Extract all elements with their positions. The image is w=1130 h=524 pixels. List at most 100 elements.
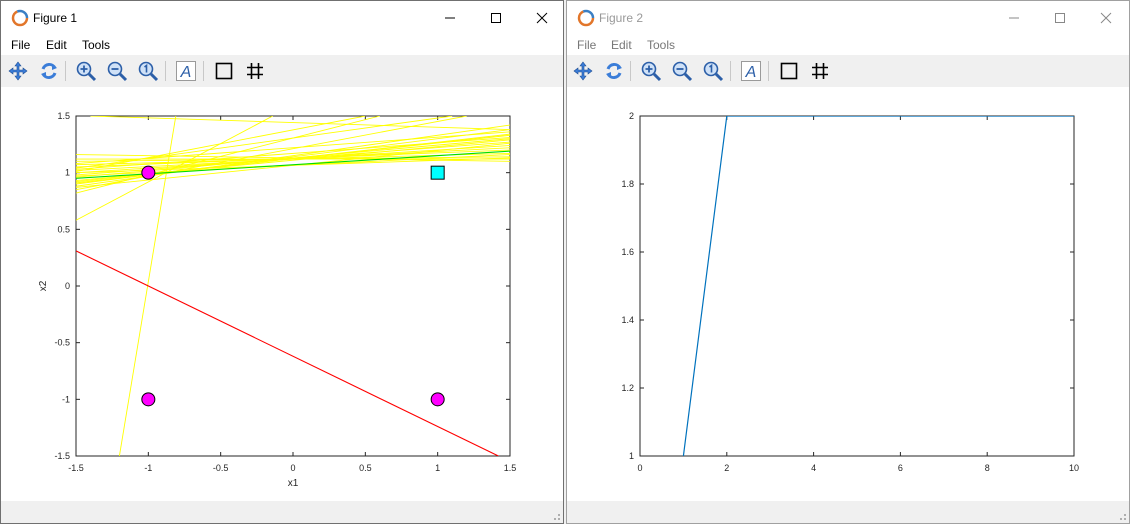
y-tick-label: 1.5: [57, 111, 70, 121]
axes-box-button[interactable]: [211, 58, 237, 84]
close-icon: [536, 12, 548, 24]
menu-tools[interactable]: Tools: [647, 38, 676, 52]
zoom-reset-icon: [138, 61, 159, 82]
pan-button[interactable]: [570, 58, 596, 84]
plot-area[interactable]: 0 2 4 6 8 10 1 1.2 1.4 1.6 1.8 2: [567, 87, 1129, 501]
y-axis-label: x2: [38, 280, 49, 291]
zoom-out-button[interactable]: [669, 58, 695, 84]
y-tick-label: 1.4: [621, 315, 634, 325]
zoom-reset-icon: [703, 61, 724, 82]
data-point-square: [430, 165, 445, 180]
maximize-icon: [1055, 13, 1065, 23]
minimize-icon: [445, 17, 455, 19]
close-button[interactable]: [519, 1, 563, 35]
x-tick-label: 8: [985, 463, 990, 473]
menu-edit[interactable]: Edit: [611, 38, 632, 52]
zoom-in-button[interactable]: [638, 58, 664, 84]
menu-bar: File Edit Tools: [1, 35, 563, 55]
toolbar-separator: [630, 61, 631, 81]
toolbar-separator: [730, 61, 731, 81]
status-bar: [1, 501, 563, 523]
close-button[interactable]: [1083, 1, 1129, 35]
x-tick-label: 1: [435, 463, 440, 473]
svg-text:A: A: [745, 64, 757, 81]
text-insert-icon: A: [741, 61, 761, 81]
text-insert-button[interactable]: A: [738, 58, 764, 84]
x-tick-label: -0.5: [213, 463, 229, 473]
toolbar-separator: [65, 61, 66, 81]
zoom-out-icon: [107, 61, 128, 82]
data-point-circle: [141, 165, 156, 180]
x-tick-label: 0: [637, 463, 642, 473]
octave-logo-icon: [11, 9, 29, 27]
figure-1-window: Figure 1 File Edit Tools: [0, 0, 564, 524]
grid-button[interactable]: [807, 58, 833, 84]
menu-file[interactable]: File: [11, 38, 31, 52]
y-tick-label: 1: [629, 451, 634, 461]
axes-box-button[interactable]: [776, 58, 802, 84]
data-point-circle: [430, 392, 445, 407]
yellow-candidate-line: [90, 116, 510, 131]
figure-toolbar: A: [1, 55, 563, 87]
axes-box-icon: [780, 62, 798, 80]
grid-button[interactable]: [242, 58, 268, 84]
rotate-button[interactable]: [36, 58, 62, 84]
y-tick-label: 1.6: [621, 247, 634, 257]
menu-tools[interactable]: Tools: [82, 38, 111, 52]
rotate-button[interactable]: [601, 58, 627, 84]
zoom-out-button[interactable]: [104, 58, 130, 84]
x-tick-label: 6: [898, 463, 903, 473]
x-tick-label: 10: [1069, 463, 1079, 473]
maximize-button[interactable]: [1037, 1, 1083, 35]
svg-text:A: A: [180, 64, 192, 81]
minimize-button[interactable]: [991, 1, 1037, 35]
x-axis-label: x1: [288, 478, 299, 489]
y-tick-label: 0: [65, 281, 70, 291]
x-tick-label: 0: [290, 463, 295, 473]
plot-area[interactable]: -1.5 -1 -0.5 0 0.5 1 1.5 -1.5 -1 -0.5 0 0.5 1 1.5 x1 x2: [1, 87, 563, 501]
pan-button[interactable]: [5, 58, 31, 84]
window-title: Figure 1: [33, 11, 78, 25]
x-tick-label: 1.5: [504, 463, 517, 473]
minimize-button[interactable]: [427, 1, 473, 35]
x-tick-label: 0.5: [359, 463, 372, 473]
minimize-icon: [1009, 17, 1019, 19]
zoom-reset-button[interactable]: [700, 58, 726, 84]
figure-2-window: Figure 2 File Edit Tools: [566, 0, 1130, 524]
resize-grip-icon[interactable]: [1117, 511, 1127, 521]
yellow-candidate-line: [76, 116, 366, 172]
x-tick-label: -1.5: [68, 463, 84, 473]
y-tick-label: 1.2: [621, 383, 634, 393]
y-tick-label: -0.5: [54, 338, 70, 348]
plot-background: [1, 87, 563, 501]
y-tick-label: 0.5: [57, 224, 70, 234]
resize-grip-icon[interactable]: [551, 511, 561, 521]
zoom-reset-button[interactable]: [135, 58, 161, 84]
title-bar[interactable]: Figure 2: [567, 1, 1129, 35]
zoom-in-icon: [641, 61, 662, 82]
octave-logo-icon: [577, 9, 595, 27]
maximize-icon: [491, 13, 501, 23]
x-tick-label: -1: [144, 463, 152, 473]
pan-icon: [573, 61, 593, 81]
menu-file[interactable]: File: [577, 38, 597, 52]
data-point-circle: [141, 392, 156, 407]
window-title: Figure 2: [599, 11, 644, 25]
title-bar[interactable]: Figure 1: [1, 1, 563, 35]
pan-icon: [8, 61, 28, 81]
red-boundary-line: [76, 250, 499, 456]
zoom-in-icon: [76, 61, 97, 82]
menu-edit[interactable]: Edit: [46, 38, 67, 52]
y-tick-label: 1.8: [621, 179, 634, 189]
status-bar: [567, 501, 1129, 523]
toolbar-separator: [203, 61, 204, 81]
figure-toolbar: A: [567, 55, 1129, 87]
plot-background: [567, 87, 1129, 501]
zoom-in-button[interactable]: [73, 58, 99, 84]
maximize-button[interactable]: [473, 1, 519, 35]
text-insert-icon: A: [176, 61, 196, 81]
y-tick-label: 1: [65, 168, 70, 178]
rotate-icon: [606, 62, 622, 80]
text-insert-button[interactable]: A: [173, 58, 199, 84]
y-tick-label: -1: [62, 394, 70, 404]
